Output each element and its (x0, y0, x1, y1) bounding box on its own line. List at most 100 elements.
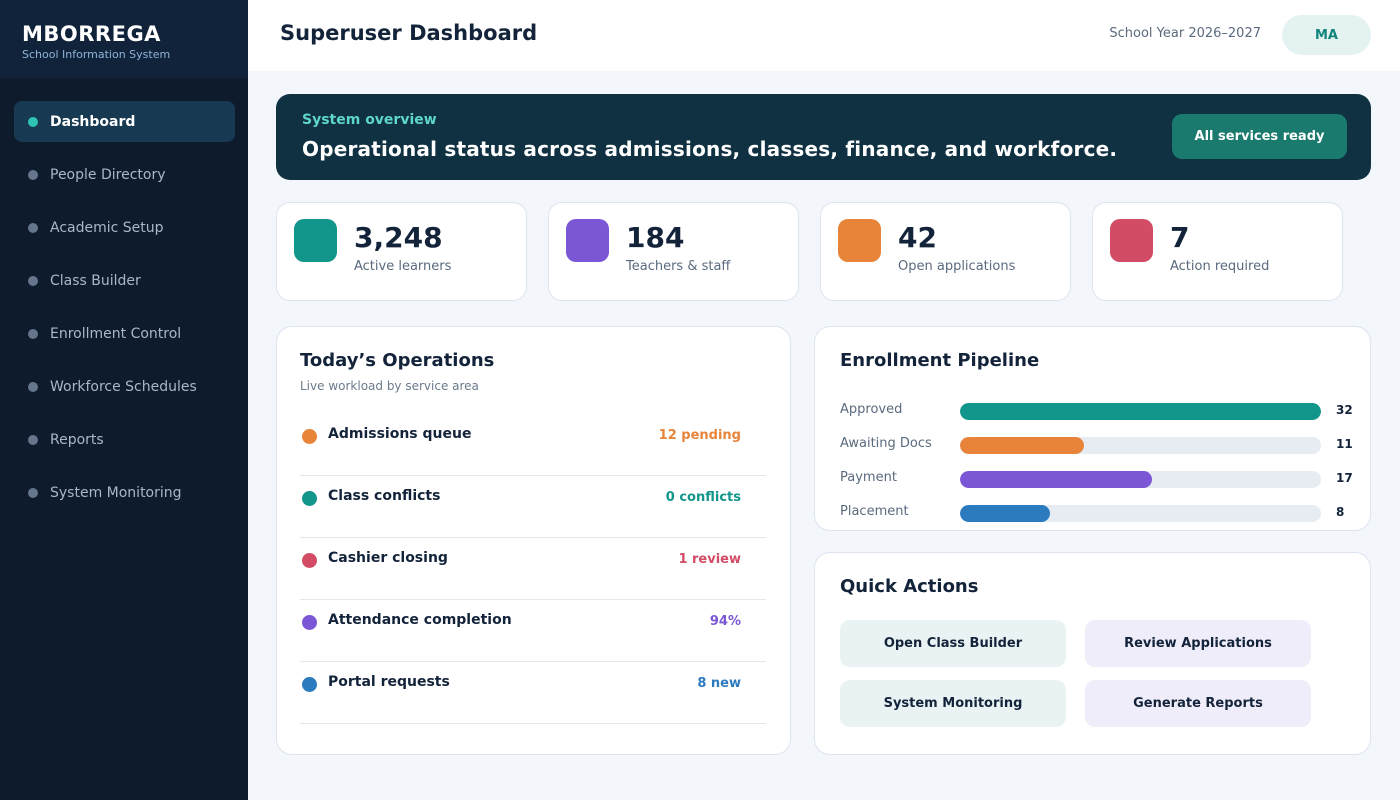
stat-card-action-required: 7 Action required (1092, 202, 1343, 301)
stat-label: Teachers & staff (626, 259, 731, 274)
sidebar-item-system-monitoring[interactable]: System Monitoring (14, 472, 235, 513)
stat-color-icon (838, 219, 881, 262)
list-item[interactable]: Class conflicts 0 conflicts (300, 476, 766, 538)
stat-color-icon (294, 219, 337, 262)
status-dot-icon (302, 491, 317, 506)
system-overview-banner: System overview Operational status acros… (276, 94, 1371, 180)
pipeline-row: Approved 32 (840, 400, 1353, 420)
system-monitoring-button[interactable]: System Monitoring (840, 680, 1066, 727)
stat-card-open-applications: 42 Open applications (820, 202, 1071, 301)
operations-panel: Today’s Operations Live workload by serv… (276, 326, 791, 755)
operation-status: 12 pending (658, 428, 741, 443)
sidebar-item-label: Academic Setup (50, 219, 164, 236)
sidebar: MBORREGA School Information System Dashb… (0, 0, 248, 800)
sidebar-item-enrollment-control[interactable]: Enrollment Control (14, 313, 235, 354)
stat-value: 42 (898, 221, 937, 254)
stat-color-icon (566, 219, 609, 262)
sidebar-item-workforce-schedules[interactable]: Workforce Schedules (14, 366, 235, 407)
sidebar-item-label: Dashboard (50, 113, 136, 130)
sidebar-item-class-builder[interactable]: Class Builder (14, 260, 235, 301)
stat-label: Active learners (354, 259, 452, 274)
pipeline-count: 11 (1336, 437, 1353, 451)
nav-dot-icon (28, 222, 38, 233)
nav-dot-icon (28, 169, 38, 180)
pipeline-label: Awaiting Docs (840, 436, 932, 451)
pipeline-count: 32 (1336, 403, 1353, 417)
sidebar-item-label: Class Builder (50, 272, 141, 289)
nav-dot-icon (28, 328, 38, 339)
brand-subtitle: School Information System (22, 48, 171, 61)
pipeline-row: Placement 8 (840, 502, 1345, 522)
all-services-ready-button[interactable]: All services ready (1172, 114, 1347, 159)
operations-subtitle: Live workload by service area (300, 379, 479, 393)
open-class-builder-button[interactable]: Open Class Builder (840, 620, 1066, 667)
pipeline-bar-track (960, 505, 1321, 522)
user-avatar[interactable]: MA (1282, 15, 1371, 55)
list-item[interactable]: Portal requests 8 new (300, 662, 766, 724)
stat-card-teachers-staff: 184 Teachers & staff (548, 202, 799, 301)
pipeline-bar-track (960, 471, 1321, 488)
list-item[interactable]: Attendance completion 94% (300, 600, 766, 662)
stat-value: 7 (1170, 221, 1190, 254)
operation-status: 0 conflicts (665, 490, 741, 505)
sidebar-item-people-directory[interactable]: People Directory (14, 154, 235, 195)
sidebar-item-academic-setup[interactable]: Academic Setup (14, 207, 235, 248)
nav-dot-icon (28, 487, 38, 498)
nav-dot-icon (28, 275, 38, 286)
operation-name: Class conflicts (328, 488, 441, 504)
sidebar-item-label: People Directory (50, 166, 166, 183)
pipeline-title: Enrollment Pipeline (840, 350, 1040, 371)
operation-status: 8 new (697, 676, 741, 691)
list-item[interactable]: Cashier closing 1 review (300, 538, 766, 600)
pipeline-bar-track (960, 437, 1321, 454)
banner-title: Operational status across admissions, cl… (302, 137, 1118, 161)
sidebar-item-label: Enrollment Control (50, 325, 182, 342)
nav-dot-icon (28, 381, 38, 392)
pipeline-row: Payment 17 (840, 468, 1353, 488)
status-dot-icon (302, 553, 317, 568)
brand-name: MBORREGA (22, 22, 161, 46)
pipeline-bar-fill (960, 403, 1321, 420)
operation-name: Cashier closing (328, 550, 448, 566)
operation-name: Portal requests (328, 674, 450, 690)
school-year-label: School Year 2026–2027 (1109, 26, 1261, 41)
pipeline-bar-fill (960, 471, 1152, 488)
review-applications-button[interactable]: Review Applications (1085, 620, 1311, 667)
sidebar-item-reports[interactable]: Reports (14, 419, 235, 460)
page-title: Superuser Dashboard (280, 21, 538, 45)
quick-actions-panel: Quick Actions Open Class Builder Review … (814, 552, 1371, 755)
stat-label: Open applications (898, 259, 1016, 274)
top-bar: Superuser Dashboard School Year 2026–202… (248, 0, 1400, 71)
pipeline-count: 17 (1336, 471, 1353, 485)
sidebar-item-dashboard[interactable]: Dashboard (14, 101, 235, 142)
sidebar-nav: Dashboard People Directory Academic Setu… (14, 101, 235, 525)
nav-dot-icon (28, 434, 38, 445)
stat-value: 3,248 (354, 221, 443, 254)
enrollment-pipeline-panel: Enrollment Pipeline Approved 32 Awaiting… (814, 326, 1371, 531)
status-dot-icon (302, 677, 317, 692)
pipeline-label: Payment (840, 470, 897, 485)
operation-status: 94% (709, 614, 741, 629)
pipeline-bar-track (960, 403, 1321, 420)
pipeline-count: 8 (1336, 505, 1345, 519)
pipeline-bar-fill (960, 505, 1051, 522)
status-dot-icon (302, 429, 317, 444)
operation-name: Attendance completion (328, 612, 512, 628)
stat-label: Action required (1170, 259, 1270, 274)
sidebar-item-label: System Monitoring (50, 484, 182, 501)
brand-block: MBORREGA School Information System (0, 0, 248, 78)
operation-name: Admissions queue (328, 426, 472, 442)
sidebar-item-label: Workforce Schedules (50, 378, 197, 395)
list-item[interactable]: Admissions queue 12 pending (300, 414, 766, 476)
quick-actions-title: Quick Actions (840, 576, 979, 597)
generate-reports-button[interactable]: Generate Reports (1085, 680, 1311, 727)
operations-title: Today’s Operations (300, 350, 495, 371)
sidebar-item-label: Reports (50, 431, 104, 448)
pipeline-row: Awaiting Docs 11 (840, 434, 1353, 454)
operation-status: 1 review (678, 552, 741, 567)
pipeline-label: Approved (840, 402, 903, 417)
stat-value: 184 (626, 221, 685, 254)
stat-card-active-learners: 3,248 Active learners (276, 202, 527, 301)
stat-color-icon (1110, 219, 1153, 262)
pipeline-label: Placement (840, 504, 909, 519)
